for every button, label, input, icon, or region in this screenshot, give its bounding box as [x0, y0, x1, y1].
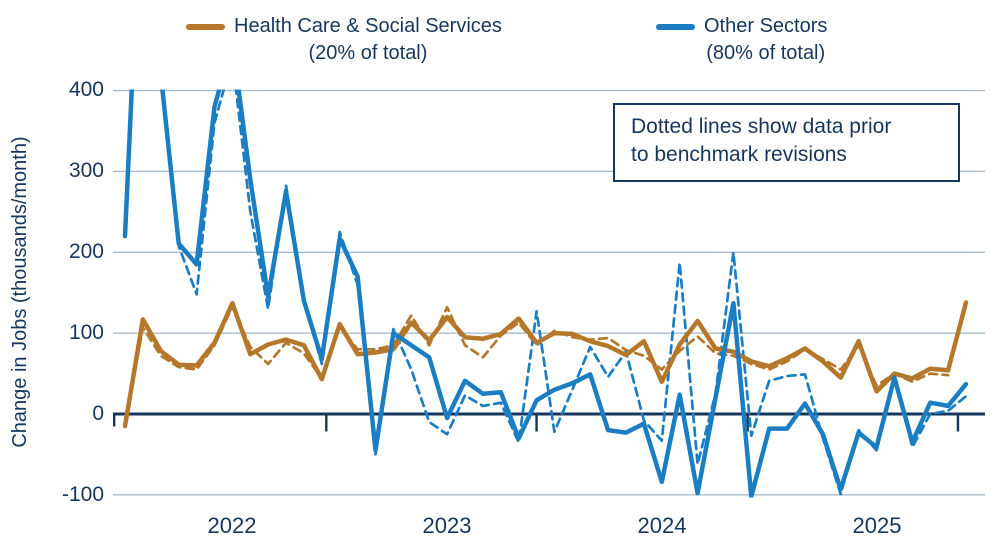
legend-label-health-care: Health Care & Social Services: [234, 15, 502, 37]
health-care-dashed-line: [123, 305, 950, 428]
note-line-1: Dotted lines show data prior: [631, 115, 892, 138]
legend-sublabel-other-sectors: (80% of total): [706, 42, 826, 64]
health-care-line-swatch: [186, 24, 225, 30]
x-label-2025: 2025: [852, 513, 902, 538]
x-label-2024: 2024: [637, 513, 687, 538]
y-tick-0: 0: [92, 402, 104, 425]
health-care-solid-line: [122, 300, 969, 429]
y-tick-200: 200: [68, 240, 104, 263]
y-tick-300: 300: [68, 159, 104, 182]
y-tick-400: 400: [68, 78, 104, 101]
y-tick-100: 100: [68, 321, 104, 344]
legend-item-other-sectors: Other Sectors (80% of total): [656, 13, 827, 67]
other-sectors-dashed-line: [123, 89, 968, 496]
x-label-2023: 2023: [422, 513, 472, 538]
benchmark-revision-note: Dotted lines show data prior to benchmar…: [613, 103, 960, 182]
other-sectors-solid-line: [122, 89, 969, 498]
legend-label-other-sectors: Other Sectors: [704, 15, 828, 37]
other-sectors-line-swatch: [656, 24, 695, 30]
y-tick-neg100: -100: [61, 483, 104, 506]
legend-sublabel-health-care: (20% of total): [308, 42, 428, 64]
note-line-2: to benchmark revisions: [631, 143, 847, 166]
legend-item-health-care: Health Care & Social Services (20% of to…: [186, 13, 502, 67]
x-label-2022: 2022: [207, 513, 257, 538]
